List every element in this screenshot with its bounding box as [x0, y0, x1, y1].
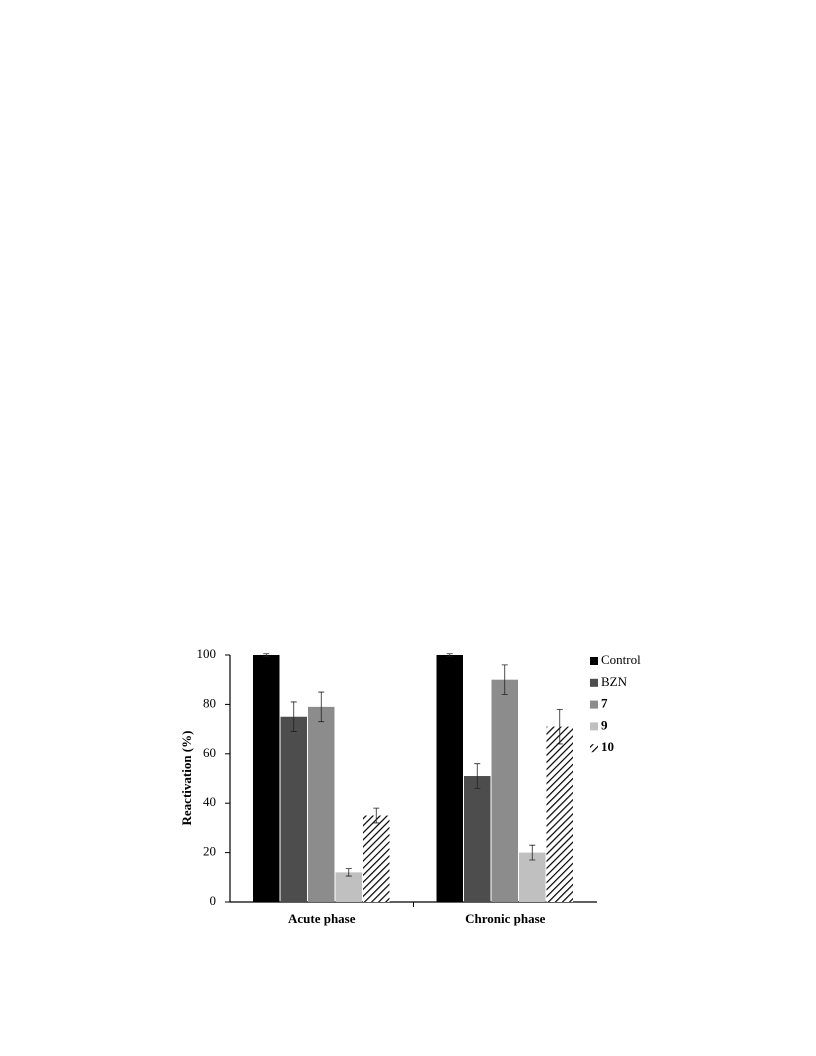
error-bar [290, 701, 297, 732]
bar [280, 716, 307, 902]
error-bar [373, 807, 380, 824]
legend-swatch [590, 678, 598, 687]
bar [308, 706, 335, 902]
y-tick-label: 60 [203, 745, 216, 760]
legend-swatch [590, 700, 598, 709]
y-tick-label: 20 [203, 844, 216, 859]
y-tick-label: 40 [203, 794, 216, 809]
error-bar [446, 653, 453, 657]
legend-swatch [590, 722, 598, 731]
legend-label: BZN [601, 674, 628, 689]
legend-label: 10 [601, 739, 614, 754]
error-bar [501, 664, 508, 695]
legend-swatch [590, 657, 598, 665]
x-tick-label: Acute phase [288, 911, 356, 926]
y-axis-title: Reactivation (%) [179, 731, 194, 826]
legend-label: 7 [601, 696, 608, 711]
legend-label: 9 [601, 717, 608, 732]
error-bar [345, 868, 352, 877]
bar [546, 726, 573, 902]
x-tick-label: Chronic phase [465, 911, 546, 926]
error-bar [474, 763, 481, 789]
bar [436, 655, 463, 902]
bar [491, 679, 518, 902]
y-tick-label: 80 [203, 695, 216, 710]
bar [464, 776, 491, 902]
bar [363, 815, 390, 902]
y-tick-label: 100 [197, 646, 217, 661]
y-tick-label: 0 [210, 893, 217, 908]
bar [253, 655, 280, 902]
legend-label: Control [601, 652, 641, 667]
bar [519, 852, 546, 902]
bar [335, 872, 362, 902]
error-bar [529, 844, 536, 861]
error-bar [263, 653, 270, 657]
error-bar [556, 708, 563, 745]
error-bar [318, 691, 325, 723]
legend-swatch [590, 744, 598, 753]
